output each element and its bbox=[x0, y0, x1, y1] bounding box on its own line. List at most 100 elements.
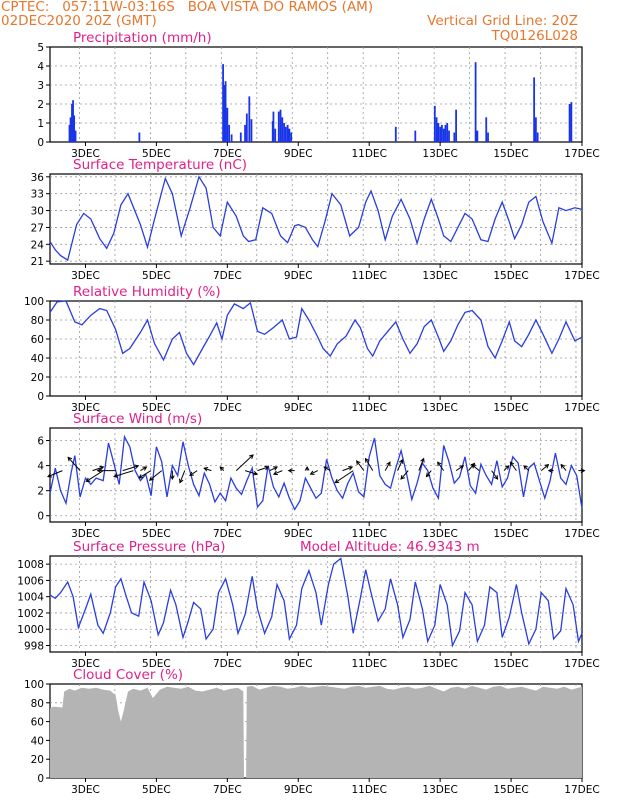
wind-vector bbox=[365, 457, 374, 471]
x-tick-label: 7DEC bbox=[213, 658, 242, 670]
precip-bar bbox=[286, 124, 289, 142]
wind-vector bbox=[578, 468, 586, 473]
x-tick-label: 11DEC bbox=[351, 402, 386, 414]
wind-vector-shaft bbox=[257, 466, 269, 472]
wind-vector-head bbox=[253, 471, 259, 476]
y-tick-label: 2 bbox=[37, 486, 44, 498]
x-tick-label: 5DEC bbox=[142, 270, 171, 282]
precip-bar bbox=[455, 109, 457, 142]
y-tick-label: 1000 bbox=[17, 624, 44, 636]
precip-bar bbox=[476, 130, 479, 142]
x-tick-label: 13DEC bbox=[422, 270, 457, 282]
header-model: TQ0126L028 bbox=[491, 28, 578, 44]
wind-vector bbox=[140, 466, 148, 472]
header-station: CPTEC: 057:11W-03:16S BOA VISTA DO RAMOS… bbox=[1, 0, 374, 15]
wind-vector-shaft bbox=[138, 470, 152, 479]
wind-vector-shaft bbox=[437, 461, 445, 471]
panel-rh: Relative Humidity (%) 0 20 40 60 80 100 3DEC 5DE… bbox=[24, 284, 600, 414]
x-tick-label: 15DEC bbox=[493, 658, 528, 670]
precip-bar bbox=[245, 113, 248, 142]
series-line-temp bbox=[49, 175, 583, 262]
cloud-cover-area bbox=[50, 685, 582, 778]
x-tick-label: 9DEC bbox=[284, 402, 313, 414]
y-tick-label: 36 bbox=[31, 172, 45, 184]
x-tick-label: 17DEC bbox=[564, 270, 599, 282]
wind-vector bbox=[304, 465, 310, 471]
x-tick-label: 7DEC bbox=[213, 528, 242, 540]
wind-vector-shaft bbox=[365, 458, 374, 471]
wind-vector-head bbox=[348, 465, 354, 471]
wind-vector-shaft bbox=[273, 470, 283, 475]
x-tick-label: 11DEC bbox=[351, 784, 386, 796]
wind-vector bbox=[560, 463, 567, 471]
wind-vector-shaft bbox=[310, 470, 318, 475]
wind-vector-shaft bbox=[426, 470, 432, 477]
wind-vector-shaft bbox=[334, 470, 354, 484]
wind-vector-head bbox=[170, 475, 175, 481]
wind-vector-shaft bbox=[235, 454, 254, 471]
wind-vector-head bbox=[309, 470, 315, 475]
wind-vector-head bbox=[85, 477, 91, 482]
wind-vector bbox=[384, 461, 391, 471]
wind-vector-shaft bbox=[269, 466, 278, 472]
precip-bar bbox=[288, 128, 291, 142]
wind-vector bbox=[323, 466, 331, 472]
wind-vector bbox=[491, 470, 499, 480]
x-tick-label: 15DEC bbox=[493, 528, 528, 540]
precip-bar bbox=[228, 124, 231, 142]
series-line-wind bbox=[49, 434, 583, 511]
y-tick-label: 1002 bbox=[17, 608, 44, 620]
y-tick-label: 0 bbox=[37, 511, 44, 523]
wind-vector bbox=[400, 470, 409, 480]
precip-bar bbox=[414, 130, 417, 142]
x-tick-label: 7DEC bbox=[213, 784, 242, 796]
panel-temp: Surface Temperature (nC) 21 24 27 30 33 36 3DEC… bbox=[31, 157, 600, 282]
x-tick-label: 9DEC bbox=[284, 658, 313, 670]
x-tick-label: 5DEC bbox=[142, 528, 171, 540]
precip-bar bbox=[487, 132, 489, 142]
wind-vector bbox=[503, 465, 510, 471]
x-tick-label: 7DEC bbox=[213, 148, 242, 160]
panel-precip: Precipitation (mm/h) 0 1 2 3 4 5 3DEC 5DEC 7DEC 9D… bbox=[37, 30, 599, 160]
y-tick-label: 998 bbox=[24, 640, 44, 652]
wind-vector-head bbox=[148, 476, 154, 481]
wind-vector-head bbox=[179, 478, 184, 484]
wind-vector bbox=[287, 468, 295, 473]
wind-vector-head bbox=[99, 465, 105, 471]
x-tick-label: 9DEC bbox=[284, 148, 313, 160]
wind-vector-shaft bbox=[204, 467, 212, 472]
precip-bar bbox=[485, 117, 488, 142]
x-tick-label: 15DEC bbox=[493, 148, 528, 160]
wind-vector-head bbox=[420, 457, 425, 463]
precip-bar bbox=[281, 117, 284, 142]
wind-vector bbox=[425, 470, 432, 478]
wind-vector-head bbox=[544, 463, 550, 469]
y-tick-label: 24 bbox=[31, 239, 45, 251]
x-tick-label: 3DEC bbox=[71, 148, 100, 160]
wind-vector-head bbox=[425, 472, 431, 478]
wind-vector bbox=[257, 465, 270, 472]
wind-vector-head bbox=[273, 466, 279, 471]
wind-vector bbox=[67, 456, 81, 471]
panel-wind: Surface Wind (m/s) 0 2 4 6 3DEC 5DEC 7DEC 9DEC 11… bbox=[37, 411, 599, 540]
x-tick-label: 3DEC bbox=[71, 784, 100, 796]
wind-vector bbox=[523, 465, 530, 471]
y-tick-label: 60 bbox=[31, 717, 44, 729]
series-line-pres bbox=[49, 557, 583, 648]
x-tick-label: 17DEC bbox=[564, 658, 599, 670]
precip-bar bbox=[284, 126, 287, 142]
y-tick-label: 6 bbox=[37, 436, 44, 448]
y-tick-label: 3 bbox=[37, 80, 44, 92]
x-tick-label: 9DEC bbox=[284, 784, 313, 796]
panel-frame bbox=[49, 46, 583, 143]
y-tick-label: 80 bbox=[31, 315, 44, 327]
wind-vector-head bbox=[504, 465, 510, 470]
wind-vector bbox=[547, 468, 554, 473]
panel-title-cloud: Cloud Cover (%) bbox=[73, 667, 183, 683]
wind-vector-head bbox=[96, 468, 102, 473]
precip-bar bbox=[73, 115, 76, 142]
wind-vector-shaft bbox=[342, 466, 353, 472]
wind-vector-head bbox=[138, 474, 144, 479]
precip-bar bbox=[224, 81, 227, 142]
precip-bar bbox=[272, 111, 275, 142]
